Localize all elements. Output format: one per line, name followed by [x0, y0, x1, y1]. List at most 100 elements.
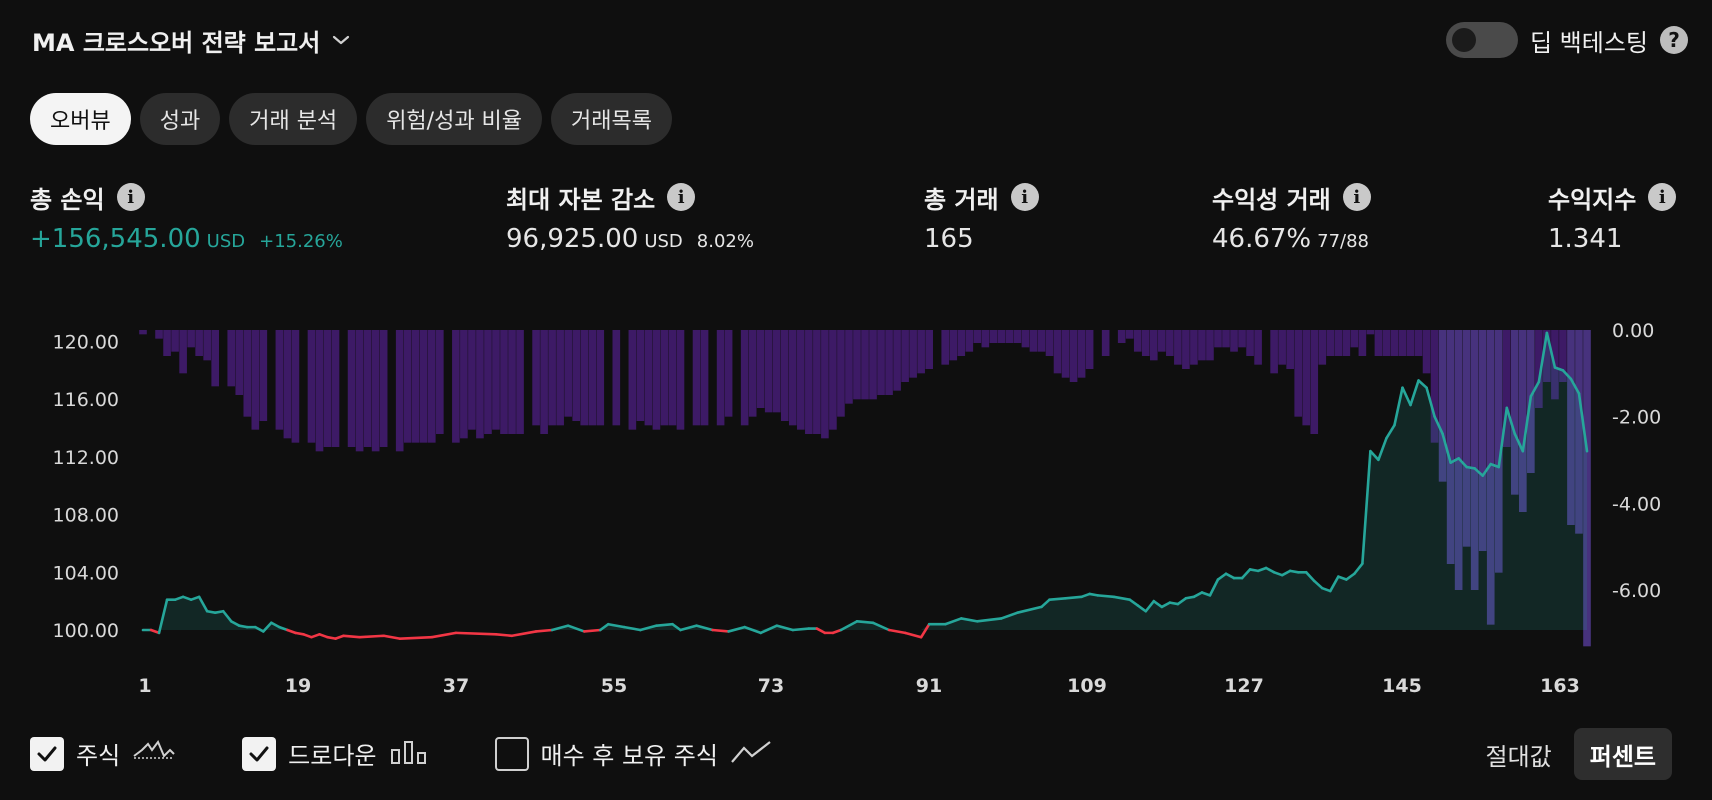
drawdown-bar: [644, 330, 653, 426]
y-left-tick-label: 104.00: [53, 562, 119, 584]
tab-risk-ratios[interactable]: 위험/성과 비율: [366, 93, 543, 145]
drawdown-bar: [307, 330, 316, 443]
drawdown-bar: [740, 330, 749, 426]
y-left-tick-label: 120.00: [53, 332, 119, 354]
equity-segment: [743, 625, 763, 635]
legend-item-buy-hold[interactable]: 매수 후 보유 주식: [494, 736, 774, 771]
tab-trade-list[interactable]: 거래목록: [551, 93, 673, 145]
report-header[interactable]: MA 크로스오버 전략 보고서: [32, 22, 352, 58]
metric-net-profit: 총 손익 i +156,545.00 USD +15.26%: [30, 180, 343, 254]
drawdown-bar: [1358, 330, 1367, 356]
drawdown-bar: [1045, 330, 1054, 356]
equity-segment: [1561, 369, 1573, 381]
buy-hold-checkbox[interactable]: [494, 736, 529, 771]
drawdown-bar: [1021, 330, 1030, 348]
equity-segment: [1144, 599, 1156, 613]
equity-segment: [197, 595, 209, 613]
y-right-tick-label: -4.00: [1612, 493, 1661, 515]
drawdown-bar: [460, 330, 468, 439]
equity-segment: [1208, 578, 1220, 597]
equity-segment: [1457, 457, 1468, 469]
y-left-tick-label: 112.00: [53, 447, 119, 469]
drawdown-bar: [1166, 330, 1174, 356]
metric-label: 수익지수: [1548, 185, 1637, 214]
tab-overview[interactable]: 오버뷰: [30, 93, 131, 145]
drawdown-bar: [588, 330, 597, 426]
drawdown-bar: [235, 330, 244, 395]
drawdown-bar: [251, 330, 260, 430]
equity-segment: [1320, 586, 1332, 593]
line-up-icon: [730, 738, 774, 770]
tab-trade-analysis[interactable]: 거래 분석: [229, 93, 358, 145]
chart-legend: 주식 드로다운 매수 후 보유 주식: [30, 736, 840, 771]
legend-item-equity[interactable]: 주식: [30, 736, 176, 771]
equity-segment: [1537, 331, 1549, 384]
equity-segment: [1312, 579, 1324, 590]
equity-drawdown-chart[interactable]: 100.00 104.00 108.00 112.00 116.00 120.00 0.0…: [0, 310, 1712, 700]
mode-percent-button[interactable]: 퍼센트: [1573, 728, 1672, 780]
drawdown-bar: [1117, 330, 1126, 343]
equity-segment: [310, 633, 321, 639]
info-icon[interactable]: i: [116, 183, 145, 211]
x-tick-label: 73: [758, 675, 784, 697]
deep-backtest-toggle[interactable]: [1445, 22, 1518, 58]
equity-segment: [278, 625, 289, 632]
equity-segment: [1577, 392, 1589, 453]
drawdown-bar: [1005, 330, 1014, 343]
equity-segment: [1248, 568, 1260, 573]
equity-segment: [213, 609, 225, 614]
drawdown-bar: [1350, 330, 1359, 348]
drawdown-bar: [1214, 330, 1222, 348]
equity-segment: [1553, 366, 1565, 372]
drawdown-bar: [548, 330, 556, 426]
equity-segment: [294, 631, 305, 636]
equity-segment: [623, 625, 642, 632]
help-icon[interactable]: ?: [1660, 26, 1688, 54]
equity-zigzag-icon: [132, 738, 176, 770]
chevron-down-icon[interactable]: [330, 29, 352, 51]
mode-absolute-button[interactable]: 절대값: [1485, 742, 1552, 771]
equity-segment: [1393, 386, 1404, 427]
info-icon[interactable]: i: [1342, 183, 1371, 211]
drawdown-bar: [989, 330, 998, 343]
drawdown-bar: [291, 330, 300, 443]
info-icon[interactable]: i: [667, 183, 696, 211]
metric-value: +156,545.00: [30, 224, 201, 254]
equity-segment: [606, 622, 626, 629]
drawdown-bar: [965, 330, 974, 352]
drawdown-bar: [660, 330, 669, 426]
info-icon[interactable]: i: [1010, 183, 1039, 211]
drawdown-bar: [1478, 330, 1487, 551]
info-icon[interactable]: i: [1648, 183, 1677, 211]
drawdown-bar: [283, 330, 292, 439]
equity-segment: [791, 627, 811, 632]
drawdown-bar: [877, 330, 885, 395]
y-axis-left: 100.00 104.00 108.00 112.00 116.00 120.00: [53, 332, 119, 642]
drawdown-bar: [805, 330, 813, 434]
metric-value: 96,925.00: [506, 224, 639, 254]
equity-segment: [358, 634, 385, 639]
equity-checkbox[interactable]: [30, 736, 64, 771]
check-icon: [37, 746, 57, 761]
drawdown-bar: [195, 330, 203, 356]
drawdown-bar: [347, 330, 356, 447]
drawdown-bar: [1519, 330, 1527, 512]
equity-segment: [270, 621, 281, 629]
metric-value: 165: [924, 224, 974, 254]
drawdown-bar: [179, 330, 187, 374]
legend-item-drawdown[interactable]: 드로다운: [242, 736, 428, 771]
tab-performance[interactable]: 성과: [139, 93, 221, 145]
drawdown-bar: [532, 330, 540, 426]
drawdown-bar: [1559, 330, 1567, 382]
equity-segment: [1345, 572, 1356, 581]
drawdown-bar: [668, 330, 677, 426]
x-tick-label: 163: [1540, 675, 1580, 697]
equity-segment: [711, 628, 730, 633]
drawdown-bar: [331, 330, 340, 447]
drawdown-checkbox[interactable]: [242, 736, 277, 771]
equity-segment: [430, 631, 458, 639]
drawdown-bar: [1069, 330, 1078, 382]
drawdown-bar: [564, 330, 572, 417]
drawdown-bar: [1254, 330, 1262, 365]
drawdown-bar: [1334, 330, 1343, 356]
